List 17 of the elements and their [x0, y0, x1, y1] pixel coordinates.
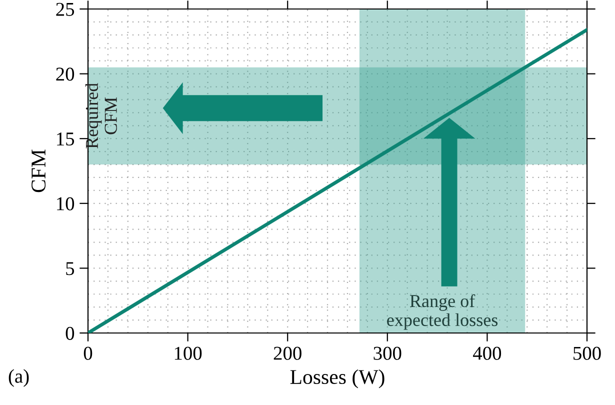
y-axis-title: CFM — [32, 150, 46, 192]
x-axis-title: Losses (W) — [290, 369, 384, 388]
y-tick-label: 25 — [56, 2, 74, 16]
x-tick-label: 0 — [84, 346, 92, 360]
y-tick-label: 20 — [56, 68, 74, 81]
x-tick-label: 300 — [374, 346, 402, 360]
band-label: Range of expected losses — [387, 294, 498, 330]
x-tick-label: 200 — [274, 346, 302, 360]
y-tick-label: 10 — [57, 197, 74, 210]
x-tick-label: 100 — [174, 346, 202, 360]
y-tick-label: 15 — [57, 132, 74, 146]
x-tick-label: 500 — [574, 346, 601, 360]
y-tick-label: 0 — [66, 326, 74, 340]
y-tick-label: 5 — [66, 262, 74, 276]
text: (a) — [8, 369, 29, 387]
band-label: Required CFM — [85, 83, 117, 148]
x-tick-label: 400 — [472, 346, 502, 360]
